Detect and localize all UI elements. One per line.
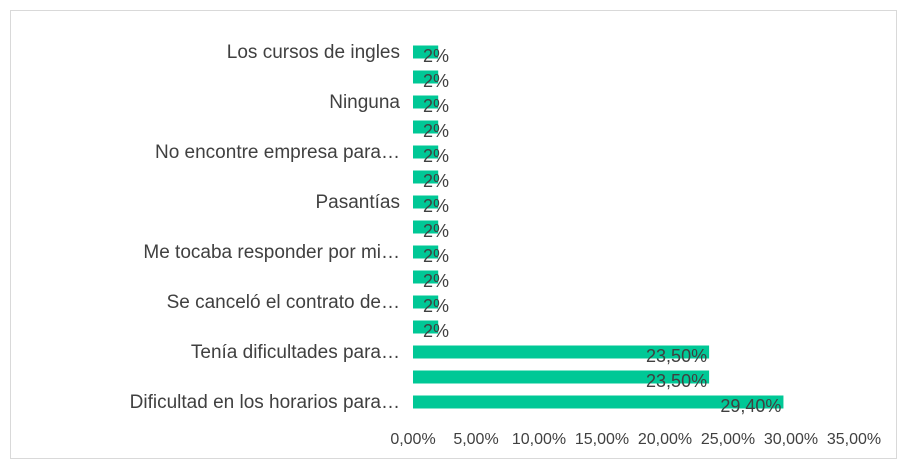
data-label: 2% <box>423 171 449 191</box>
bar <box>413 70 439 84</box>
data-label: 2% <box>423 221 449 241</box>
bar <box>413 170 439 184</box>
bar <box>413 270 439 284</box>
bar <box>413 145 439 159</box>
bar <box>413 195 439 209</box>
x-tick-label: 5,00% <box>453 431 498 448</box>
bar <box>413 370 710 384</box>
data-label: 23,50% <box>646 346 707 366</box>
bar <box>413 395 784 409</box>
bar <box>413 45 439 59</box>
x-tick-label: 0,00% <box>390 431 435 448</box>
x-tick-label: 20,00% <box>638 431 692 448</box>
y-tick-label: Pasantías <box>316 192 401 213</box>
x-tick-label: 30,00% <box>764 431 818 448</box>
bar <box>413 120 439 134</box>
x-tick-label: 25,00% <box>701 431 755 448</box>
data-label: 2% <box>423 121 449 141</box>
y-tick-label: Me tocaba responder por mi… <box>143 242 400 263</box>
bar <box>413 295 439 309</box>
data-label: 2% <box>423 271 449 291</box>
data-label: 2% <box>423 296 449 316</box>
x-tick-label: 35,00% <box>827 431 881 448</box>
bar <box>413 95 439 109</box>
y-tick-label: Los cursos de ingles <box>227 42 400 63</box>
data-label: 2% <box>423 196 449 216</box>
y-tick-label: Tenía dificultades para… <box>191 342 400 363</box>
bar <box>413 320 439 334</box>
bar <box>413 345 710 359</box>
data-label: 2% <box>423 146 449 166</box>
data-label: 23,50% <box>646 371 707 391</box>
y-tick-label: Dificultad en los horarios para… <box>130 392 400 413</box>
data-label: 2% <box>423 46 449 66</box>
data-label: 2% <box>423 321 449 341</box>
bar <box>413 245 439 259</box>
data-label: 2% <box>423 96 449 116</box>
y-tick-label: Ninguna <box>329 92 400 113</box>
data-label: 2% <box>423 71 449 91</box>
chart-frame <box>10 10 897 459</box>
x-tick-label: 10,00% <box>512 431 566 448</box>
y-tick-label: Se canceló el contrato de… <box>167 292 400 313</box>
y-tick-label: No encontre empresa para… <box>155 142 400 163</box>
data-label: 29,40% <box>720 396 781 416</box>
data-label: 2% <box>423 246 449 266</box>
bar <box>413 220 439 234</box>
x-tick-label: 15,00% <box>575 431 629 448</box>
